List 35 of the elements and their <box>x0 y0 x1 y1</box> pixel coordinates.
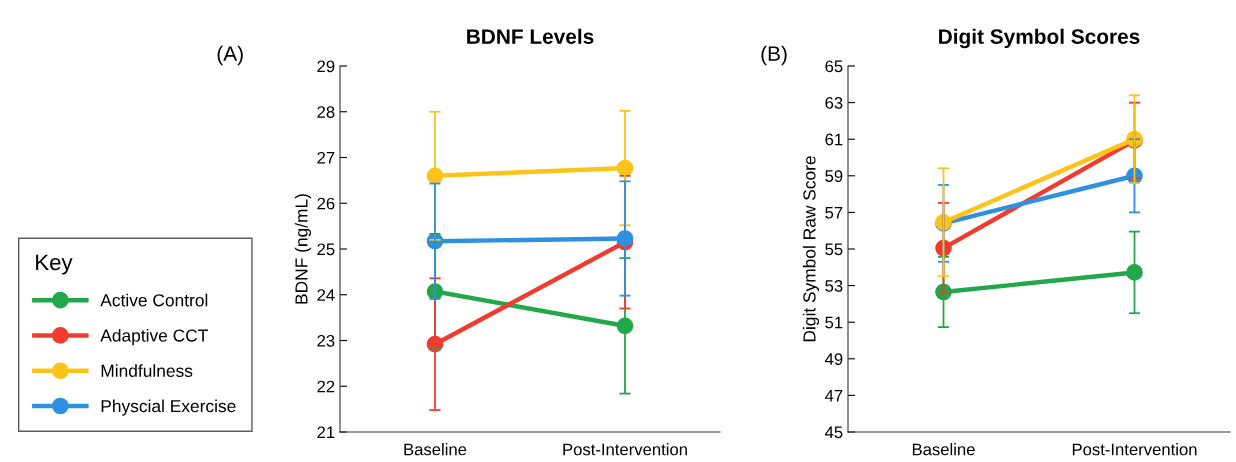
x-tick-label: Baseline <box>404 443 467 456</box>
y-axis-title: Digit Symbol Raw Score <box>802 156 820 342</box>
x-tick-label: Post-Intervention <box>1072 443 1197 456</box>
y-tick-label: 55 <box>825 243 843 256</box>
y-tick-label: 21 <box>317 426 335 439</box>
y-tick-label: 26 <box>317 197 335 210</box>
legend-label: Adaptive CCT <box>100 328 208 346</box>
y-axis-title: BDNF (ng/mL) <box>294 194 312 304</box>
x-tick-label: Post-Intervention <box>563 443 687 456</box>
legend-label: Physcial Exercise <box>101 399 236 416</box>
y-tick-label: 27 <box>317 151 335 164</box>
y-tick-label: 45 <box>824 426 843 439</box>
y-tick-label: 24 <box>317 289 335 301</box>
y-tick-label: 22 <box>317 380 335 393</box>
legend-label: Mindfulness <box>101 364 193 377</box>
y-tick-label: 61 <box>825 133 843 146</box>
y-tick-label: 49 <box>824 353 843 365</box>
text: (A) <box>217 45 243 66</box>
legend-label: Active Control <box>100 293 208 307</box>
y-tick-label: 63 <box>825 97 843 109</box>
chart-title: BDNF Levels <box>467 28 594 44</box>
y-tick-label: 65 <box>825 60 843 73</box>
y-tick-label: 23 <box>317 334 335 347</box>
x-tick-label: Baseline <box>912 443 975 456</box>
y-tick-label: 51 <box>825 316 843 329</box>
legend-title: Key <box>36 254 73 275</box>
y-tick-label: 25 <box>317 243 335 256</box>
y-tick-label: 53 <box>825 280 843 292</box>
chart-title: Digit Symbol Scores <box>939 28 1140 49</box>
y-tick-label: 29 <box>317 60 335 73</box>
y-tick-label: 59 <box>825 170 843 182</box>
y-tick-label: 47 <box>824 389 843 402</box>
y-tick-label: 57 <box>825 206 843 219</box>
y-tick-label: 28 <box>317 106 335 118</box>
text: (B) <box>761 45 787 66</box>
